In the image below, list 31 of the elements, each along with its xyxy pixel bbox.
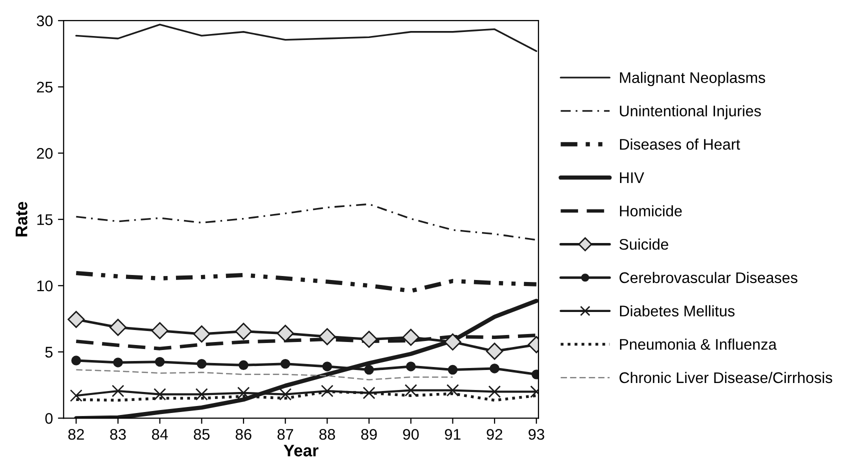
legend-label: Pneumonia & Influenza	[620, 338, 777, 350]
x-axis-title: Year	[284, 444, 318, 456]
y-axis-title: Rate	[16, 202, 28, 236]
y-tick-label: 15	[37, 214, 53, 226]
x-tick-label: 85	[194, 428, 210, 440]
legend-label: HIV	[620, 172, 644, 183]
legend-label: Homicide	[620, 205, 682, 216]
legend-label: Suicide	[619, 238, 668, 250]
y-tick-label: 20	[36, 148, 53, 159]
y-tick-label: 30	[36, 15, 53, 26]
legend-label: Chronic Liver Disease/Cirrhosis	[620, 372, 832, 384]
x-tick-label: 93	[528, 428, 544, 440]
x-tick-label: 83	[110, 428, 126, 440]
legend-label: Diseases of Heart	[620, 138, 740, 150]
legend-label: Cerebrovascular Diseases	[620, 272, 798, 284]
y-tick-label: 10	[37, 280, 53, 292]
legend-label: Unintentional Injuries	[620, 105, 761, 120]
x-tick-label: 92	[486, 428, 502, 440]
x-tick-label: 90	[403, 428, 419, 440]
x-tick-label: 84	[152, 428, 168, 440]
y-tick-label: 25	[36, 82, 53, 93]
y-tick-label: 0	[45, 413, 53, 424]
x-tick-label: 86	[236, 428, 252, 440]
x-tick-label: 88	[319, 428, 336, 440]
x-tick-label: 91	[444, 428, 460, 440]
legend-label: Diabetes Mellitus	[620, 305, 735, 316]
x-tick-label: 87	[278, 428, 294, 440]
x-tick-label: 82	[68, 428, 84, 440]
legend-label: Malignant Neoplasms	[620, 72, 766, 86]
x-tick-label: 89	[361, 428, 377, 440]
y-tick-label: 5	[45, 346, 53, 358]
